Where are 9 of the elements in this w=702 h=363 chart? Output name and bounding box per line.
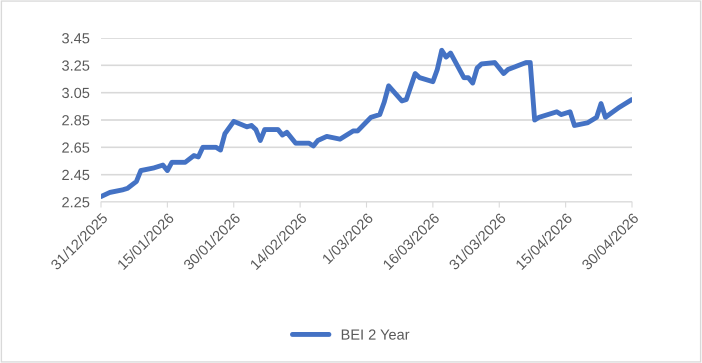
y-tick-label: 2.85 <box>62 115 90 126</box>
y-tick-label: 2.25 <box>62 197 90 208</box>
line-series <box>101 48 632 199</box>
y-tick-label: 2.45 <box>62 170 90 180</box>
y-tick-label: 3.05 <box>62 88 90 98</box>
y-tick-label: 3.25 <box>62 60 90 71</box>
y-tick-label: 3.45 <box>62 33 90 44</box>
y-tick-label: 2.65 <box>62 142 90 153</box>
legend-label: BEI 2 Year <box>342 329 410 340</box>
